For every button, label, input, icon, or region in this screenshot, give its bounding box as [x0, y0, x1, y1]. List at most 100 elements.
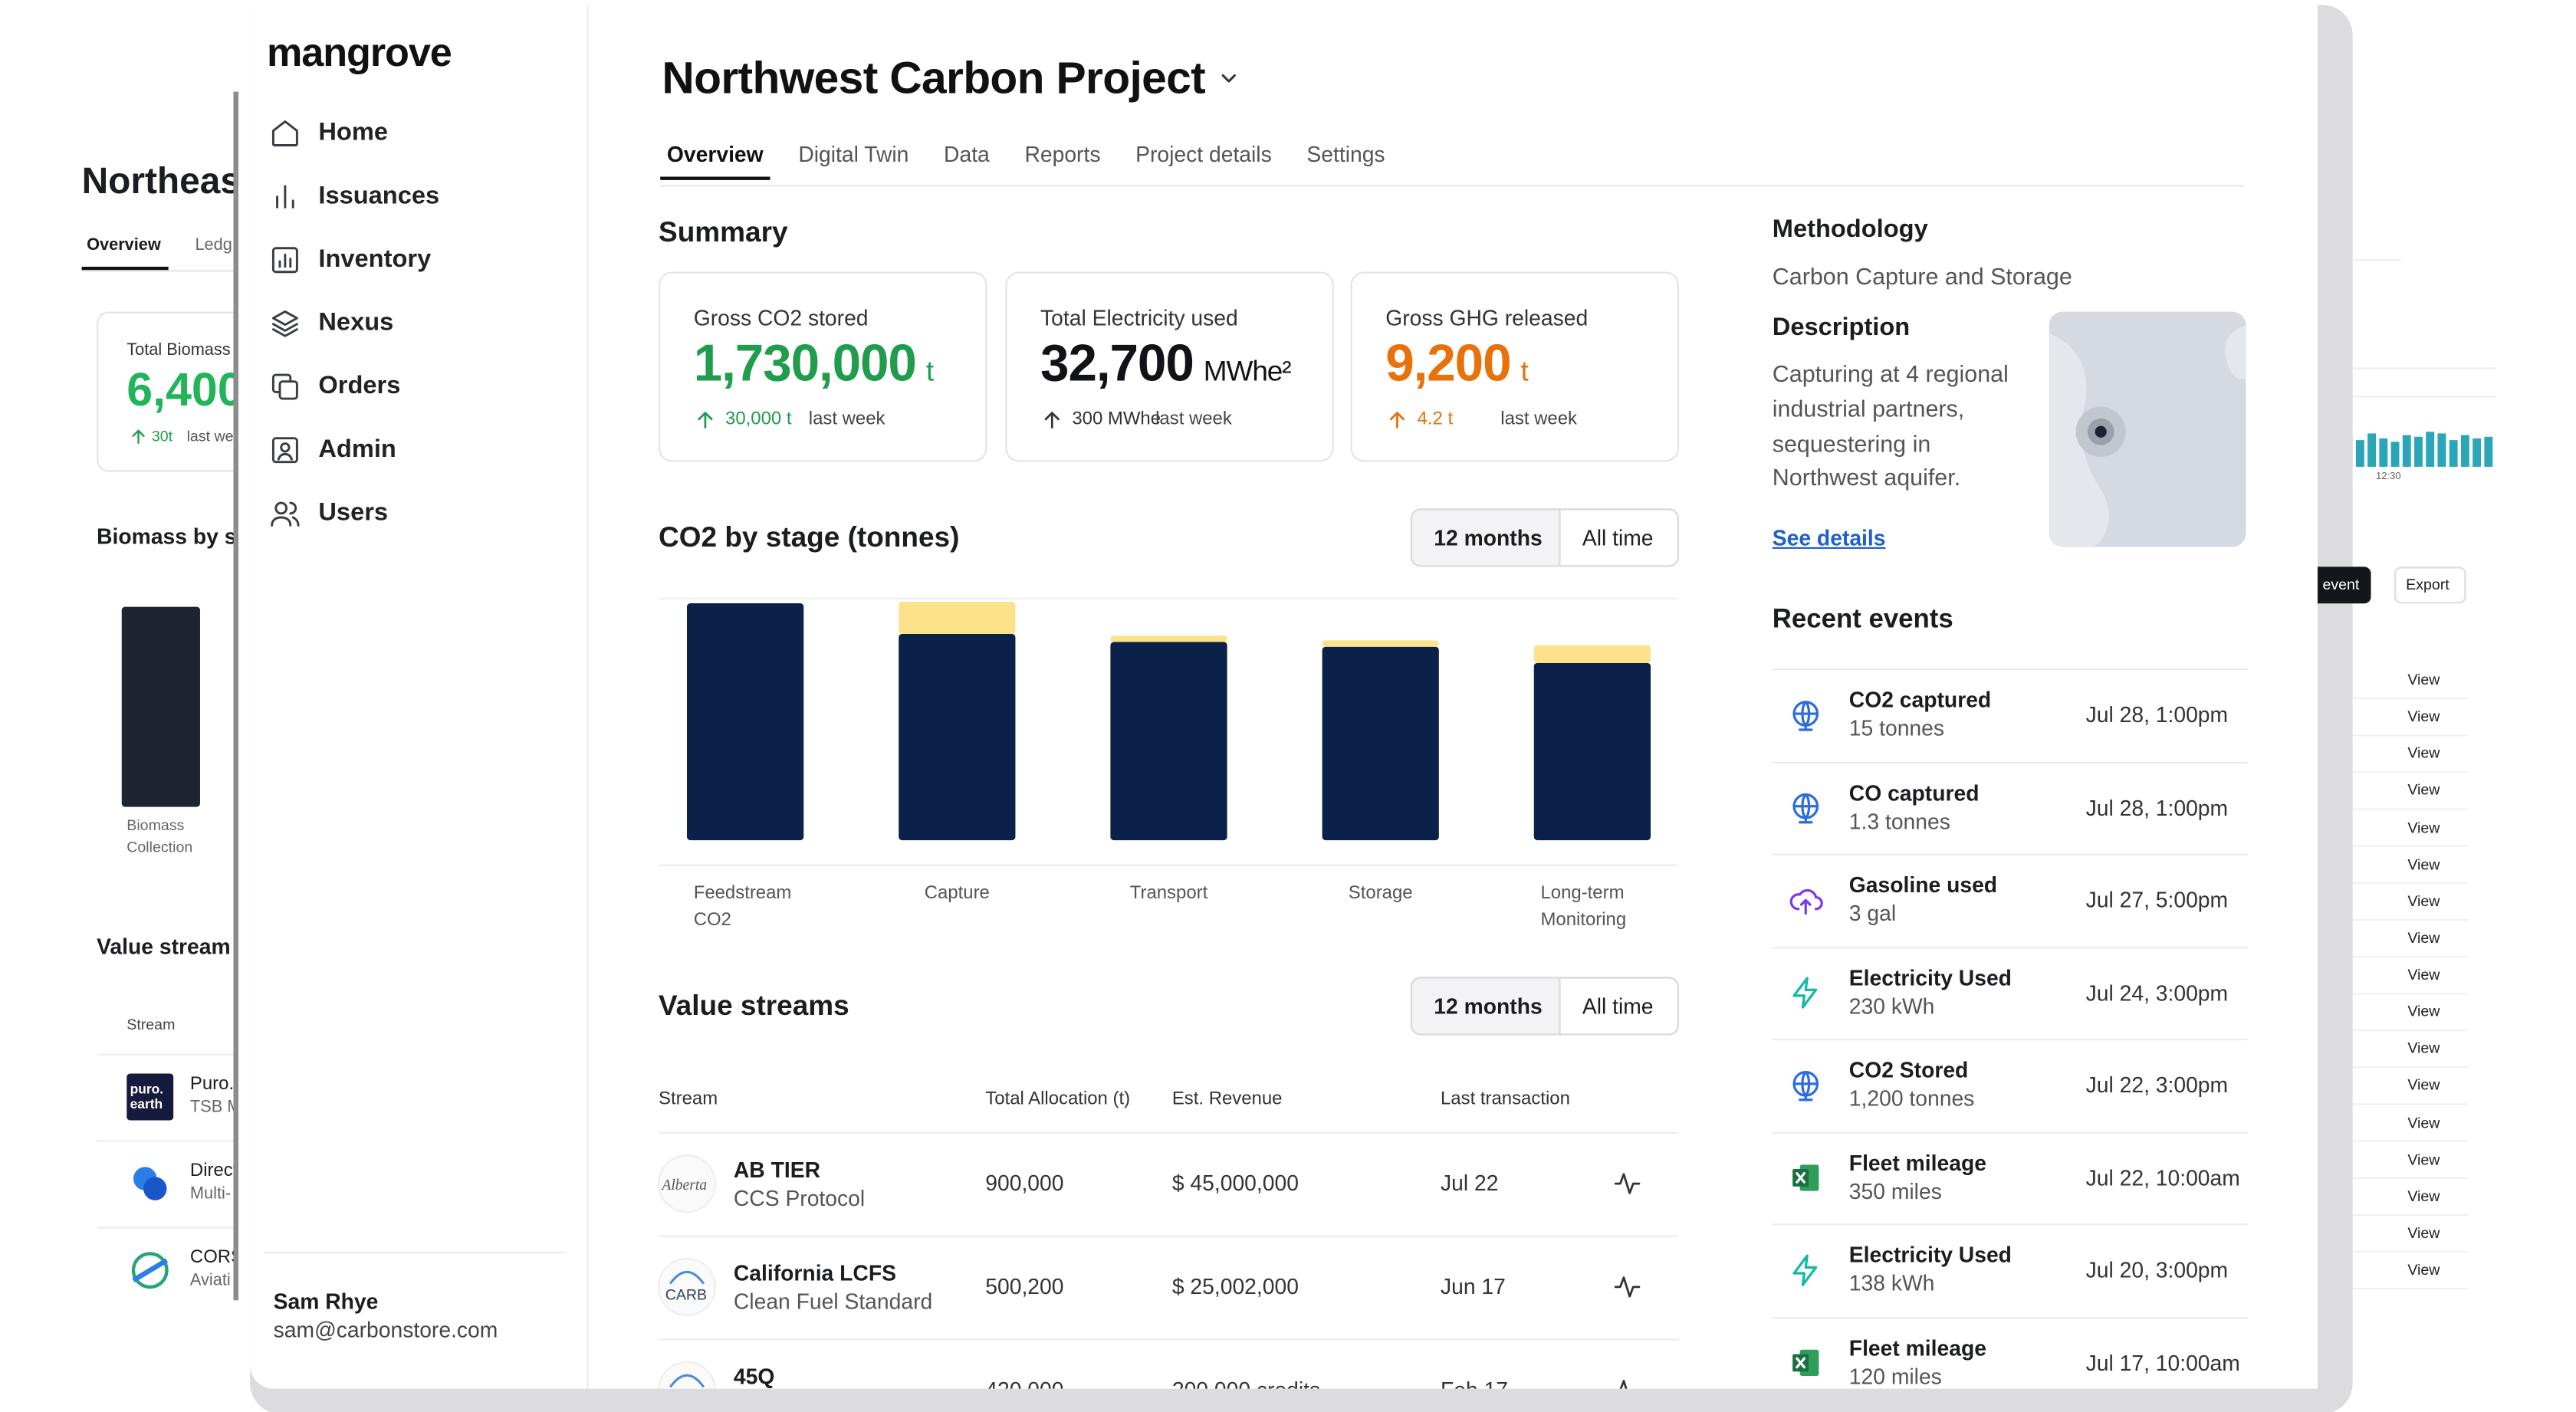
view-link[interactable]: View: [2407, 892, 2440, 910]
tab: Ledg: [195, 236, 232, 255]
nav-icon: [271, 247, 298, 274]
description: Capturing at 4 regional industrial partn…: [1772, 360, 2009, 491]
kpi-delta: 30t: [151, 428, 173, 445]
dropdown-chevron-part: [1221, 74, 1236, 83]
cell: Feb 17: [1441, 1378, 1508, 1389]
nav-icon-part: [271, 373, 292, 393]
event-divider: [1772, 853, 2248, 855]
kpi-value: 6,400: [127, 363, 237, 415]
cell: $ 25,002,000: [1171, 1273, 1299, 1299]
nav-icon-part: [271, 323, 298, 332]
nav-item[interactable]: Admin: [318, 435, 396, 464]
view-link[interactable]: View: [2407, 966, 2440, 983]
nav-icon-part: [271, 120, 298, 146]
logo-cors: [131, 1252, 169, 1289]
view-link[interactable]: View: [2407, 671, 2440, 688]
nav-icon-part: [289, 501, 300, 527]
event-title: CO2 Stored: [1848, 1057, 1969, 1082]
event-icon-part: [1792, 1071, 1819, 1102]
button-label[interactable]: Export: [2406, 576, 2450, 593]
event-icon-part: [1792, 701, 1819, 731]
kpi-note: last week: [808, 409, 886, 429]
cell: $ 45,000,000: [1171, 1171, 1299, 1196]
filter-button[interactable]: 12 months: [1434, 524, 1543, 550]
bar-segment: [899, 601, 1016, 634]
logo-cors: [132, 1258, 169, 1283]
section-title: Summary: [659, 216, 788, 248]
nav-item[interactable]: Orders: [318, 371, 401, 400]
nav-item[interactable]: Users: [318, 498, 389, 527]
arrow-up: [1044, 412, 1060, 429]
divider: [97, 1053, 237, 1056]
label: Methodology: [1772, 215, 1928, 244]
view-link[interactable]: View: [2407, 1039, 2440, 1057]
event-icon: [1789, 888, 1823, 915]
event-icon: [1792, 701, 1819, 731]
tab[interactable]: Overview: [660, 139, 770, 180]
chart-title: CO2 by stage (tonnes): [659, 521, 960, 553]
event-detail: 1.3 tonnes: [1848, 808, 1950, 833]
row-divider: [659, 1338, 1679, 1341]
kpi-label: Gross GHG released: [1385, 305, 1589, 331]
view-link[interactable]: View: [2407, 744, 2440, 762]
value: Carbon Capture and Storage: [1772, 262, 2072, 290]
tab[interactable]: Reports: [1024, 141, 1101, 167]
view-link[interactable]: View: [2407, 1113, 2440, 1131]
activity-icon-part: [1614, 1173, 1641, 1194]
event-title: CO captured: [1848, 780, 1980, 805]
event-title: Fleet mileage: [1848, 1335, 1986, 1360]
nav-item[interactable]: Inventory: [318, 245, 432, 274]
button-label[interactable]: event: [2322, 576, 2360, 593]
nav-item[interactable]: Nexus: [318, 308, 394, 337]
event-icon: [1792, 1164, 1819, 1191]
filter-group: [1410, 977, 1679, 1036]
tab-underline: [81, 266, 169, 271]
link[interactable]: See details: [1772, 525, 1886, 551]
button[interactable]: [2394, 566, 2466, 604]
view-link[interactable]: View: [2407, 855, 2440, 872]
arrow-up-part: [132, 429, 145, 444]
view-link[interactable]: View: [2407, 819, 2440, 836]
event-title: CO2 captured: [1848, 687, 1992, 713]
event-icon: [1792, 793, 1819, 824]
logo-text: CARB: [665, 1286, 708, 1303]
view-link[interactable]: View: [2407, 929, 2440, 947]
nav-icon-part: [274, 501, 288, 515]
view-link[interactable]: View: [2407, 1224, 2440, 1242]
kpi-note: last week: [1500, 409, 1578, 429]
cell: 420,000: [985, 1378, 1063, 1389]
nav-icon-part: [276, 185, 294, 209]
view-link[interactable]: View: [2407, 708, 2440, 725]
tab[interactable]: Data: [944, 141, 990, 167]
nav-item[interactable]: Issuances: [318, 182, 440, 211]
filter-active-bg: [1412, 510, 1561, 566]
stream-logo: [657, 1154, 717, 1213]
kpi-card: [1350, 271, 1679, 462]
view-link[interactable]: View: [2407, 781, 2440, 799]
activity-icon: [1614, 1173, 1641, 1194]
view-link[interactable]: View: [2407, 1187, 2440, 1204]
tab[interactable]: Settings: [1306, 141, 1385, 167]
view-link[interactable]: View: [2407, 1076, 2440, 1094]
event-icon-part: [1792, 793, 1819, 824]
event-time: Jul 22, 10:00am: [2085, 1164, 2240, 1190]
view-link[interactable]: View: [2407, 1261, 2440, 1279]
divider: [97, 1140, 237, 1142]
kpi-unit: MWhe²: [1203, 356, 1292, 388]
kpi-note: last week: [1155, 409, 1232, 429]
filter-button[interactable]: All time: [1582, 524, 1654, 550]
activity-icon-part: [1614, 1276, 1641, 1298]
nav-icon: [271, 437, 298, 464]
filter-button[interactable]: 12 months: [1434, 993, 1543, 1019]
view-link[interactable]: View: [2407, 1151, 2440, 1167]
cell: 500,200: [985, 1273, 1064, 1299]
tab[interactable]: Project details: [1135, 141, 1272, 167]
kpi-delta: 4.2 t: [1417, 409, 1454, 429]
nav-item[interactable]: Home: [318, 118, 389, 147]
view-link[interactable]: View: [2407, 1003, 2440, 1020]
nav-icon-part: [271, 516, 292, 527]
event-detail: 350 miles: [1848, 1177, 1942, 1203]
filter-button[interactable]: All time: [1582, 993, 1654, 1019]
tab[interactable]: Digital Twin: [798, 141, 909, 167]
